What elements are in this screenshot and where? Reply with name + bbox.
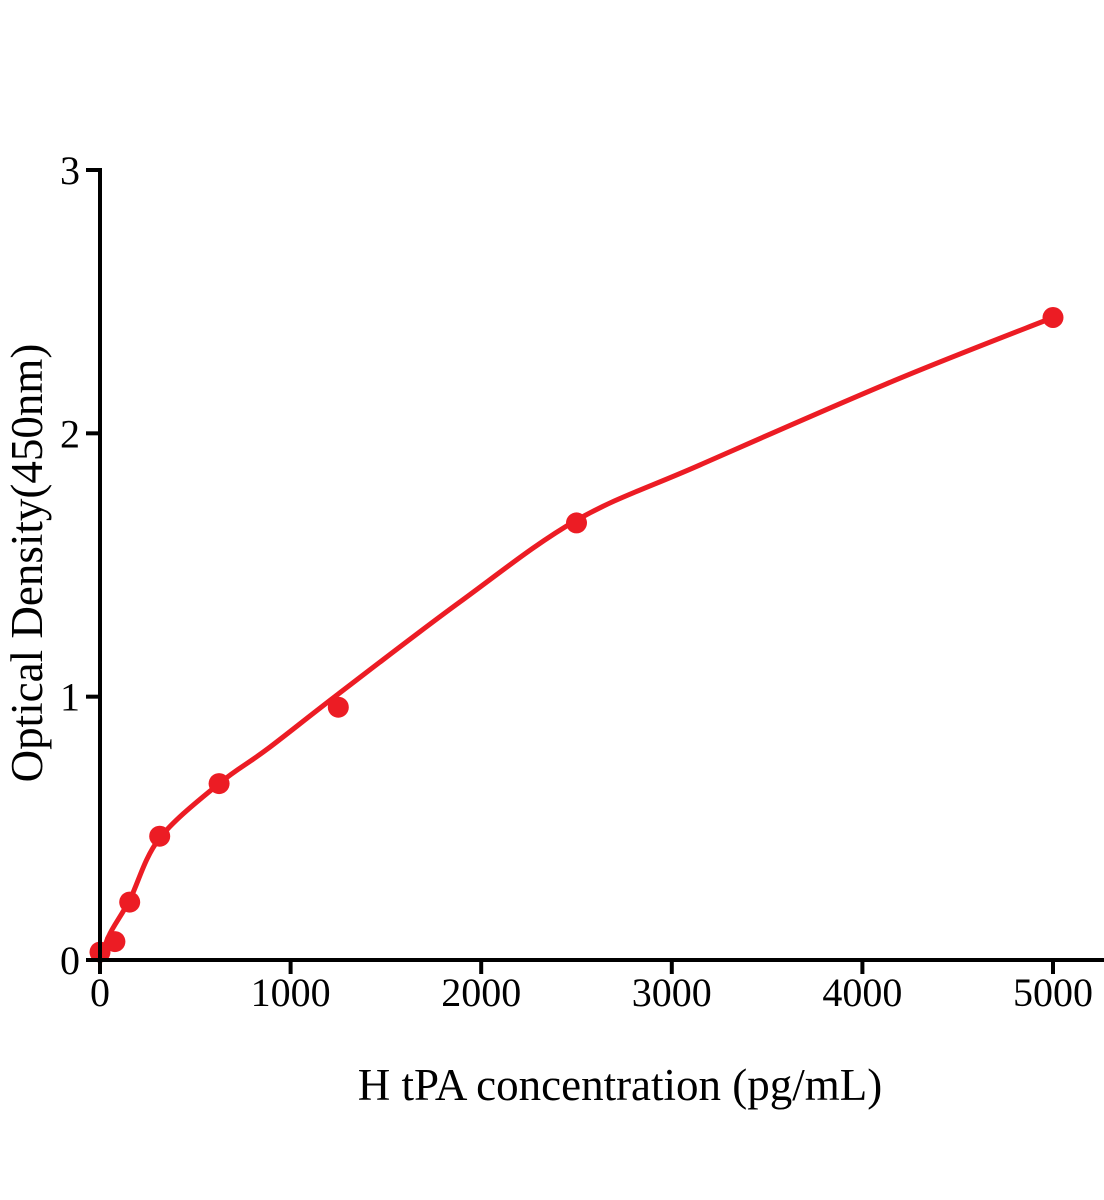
x-axis-title: H tPA concentration (pg/mL): [358, 1060, 883, 1110]
x-tick-label: 2000: [441, 970, 521, 1015]
data-point: [1042, 307, 1064, 328]
y-tick-label: 1: [60, 675, 80, 720]
x-tick-label: 0: [90, 970, 110, 1015]
y-axis-title: Optical Density(450nm): [2, 344, 52, 783]
y-tick-label: 3: [60, 148, 80, 193]
data-point: [208, 773, 230, 795]
y-tick-label: 0: [60, 938, 80, 983]
series-layer: [89, 307, 1064, 963]
x-tick-label: 4000: [822, 970, 902, 1015]
axes-layer: 0 1000 2000 3000 4000 5000 0 1 2 3: [60, 148, 1104, 1015]
x-tick-label: 5000: [1013, 970, 1093, 1015]
fit-curve-line: [97, 315, 1056, 963]
data-point: [327, 696, 349, 718]
x-tick-label: 3000: [632, 970, 712, 1015]
data-point: [149, 825, 171, 847]
data-point: [119, 891, 141, 913]
data-point: [104, 931, 126, 953]
y-tick-label: 2: [60, 411, 80, 456]
x-tick-label: 1000: [251, 970, 331, 1015]
data-point: [566, 512, 587, 534]
